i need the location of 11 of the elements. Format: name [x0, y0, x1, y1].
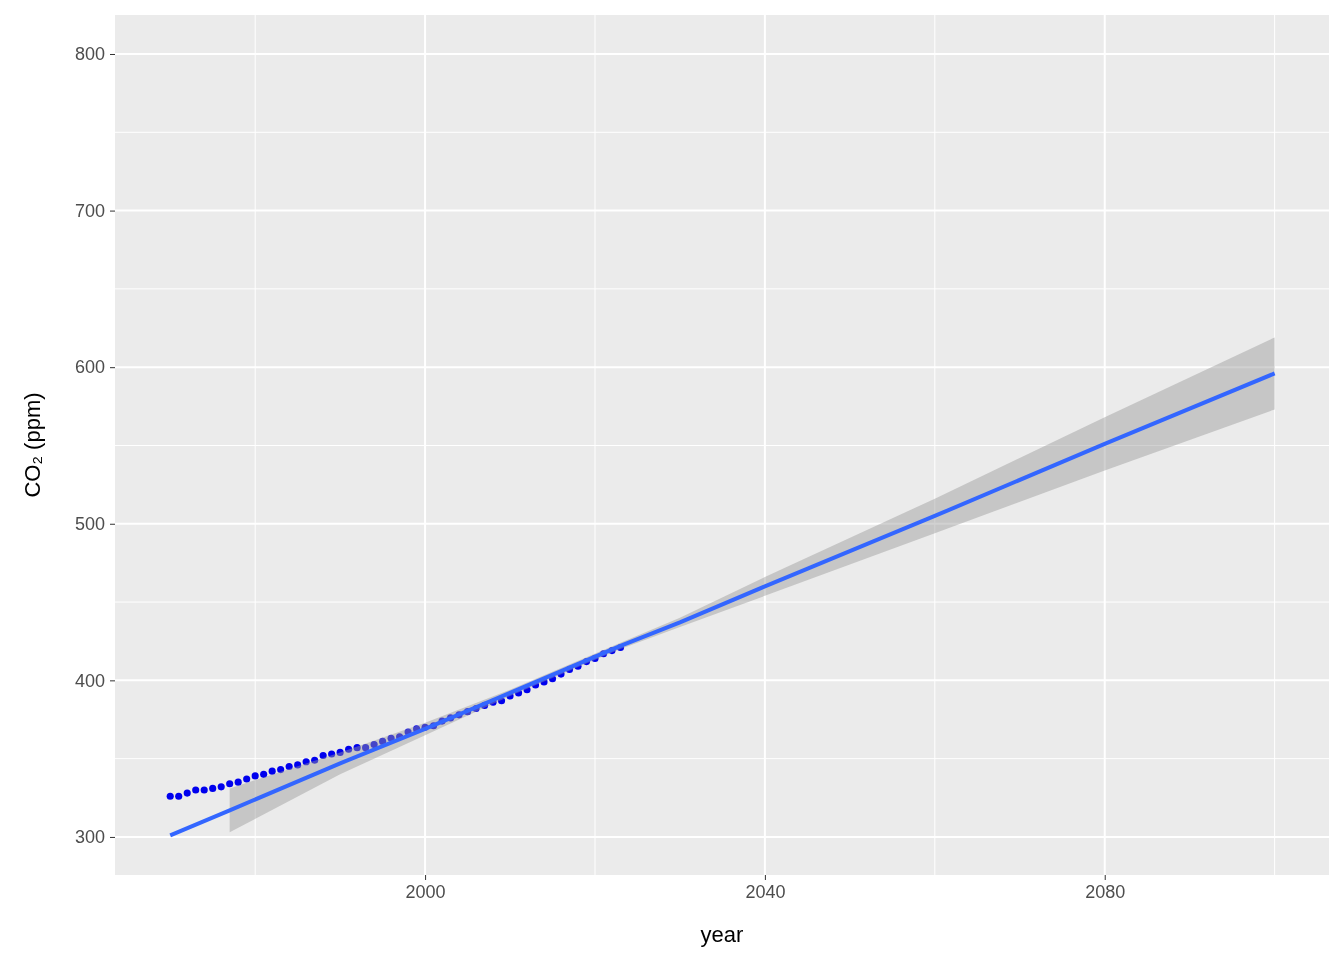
x-axis-title: year — [700, 922, 744, 947]
y-tick-label: 500 — [74, 514, 105, 535]
y-tick-label: 400 — [74, 670, 105, 691]
y-tick-label: 800 — [74, 44, 105, 65]
y-tick-label: 700 — [74, 200, 105, 221]
y-axis-title: CO₂ (ppm) — [20, 392, 45, 498]
x-tick-label: 2040 — [745, 881, 786, 902]
x-tick-label: 2080 — [1085, 881, 1126, 902]
y-tick-label: 600 — [74, 357, 105, 378]
y-tick-label: 300 — [74, 827, 105, 848]
x-tick-label: 2000 — [405, 881, 446, 902]
